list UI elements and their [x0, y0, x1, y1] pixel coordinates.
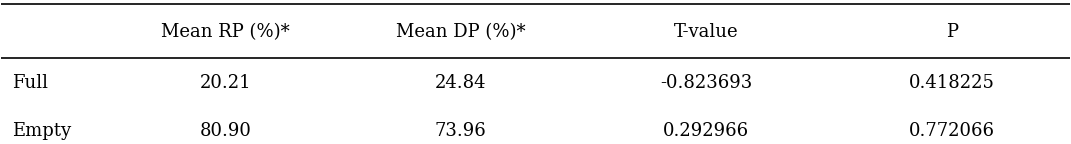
- Text: 0.418225: 0.418225: [909, 74, 995, 92]
- Text: -0.823693: -0.823693: [661, 74, 753, 92]
- Text: Empty: Empty: [12, 122, 71, 140]
- Text: 73.96: 73.96: [435, 122, 486, 140]
- Text: Mean DP (%)*: Mean DP (%)*: [396, 23, 526, 41]
- Text: T-value: T-value: [674, 23, 739, 41]
- Text: 0.772066: 0.772066: [909, 122, 995, 140]
- Text: 80.90: 80.90: [200, 122, 252, 140]
- Text: P: P: [946, 23, 959, 41]
- Text: Mean RP (%)*: Mean RP (%)*: [162, 23, 290, 41]
- Text: 20.21: 20.21: [200, 74, 252, 92]
- Text: Full: Full: [12, 74, 48, 92]
- Text: 24.84: 24.84: [435, 74, 486, 92]
- Text: 0.292966: 0.292966: [663, 122, 750, 140]
